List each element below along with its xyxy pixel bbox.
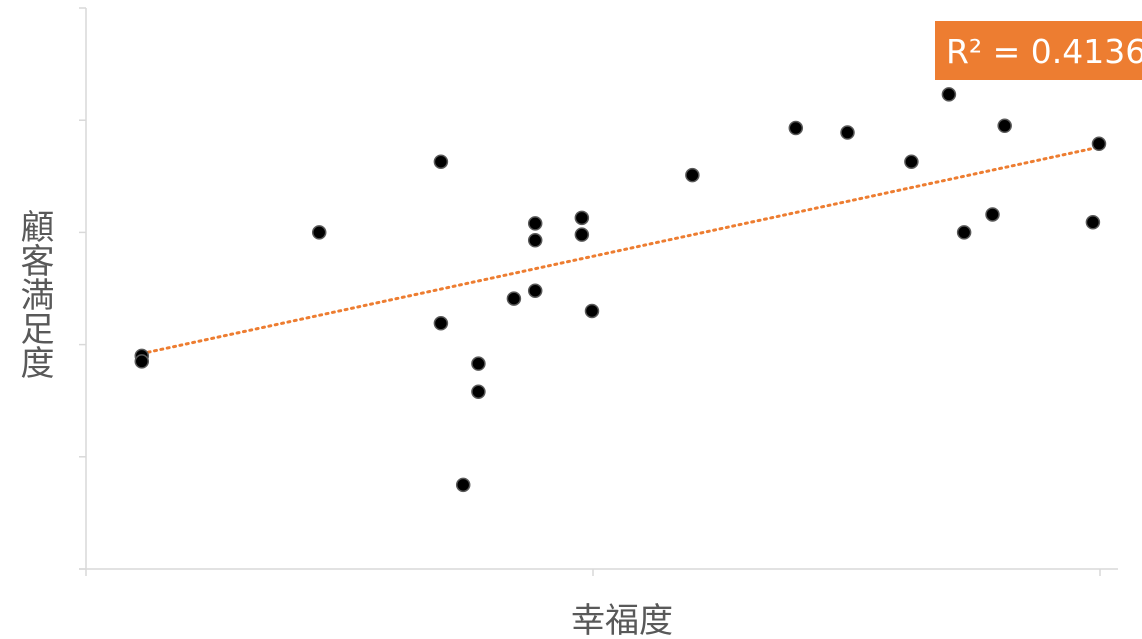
data-point [840, 125, 855, 140]
data-point [584, 303, 600, 319]
data-point [788, 120, 804, 136]
data-point [997, 118, 1012, 134]
data-point [471, 384, 486, 399]
y-axis-ticks [79, 7, 86, 570]
data-point [574, 210, 590, 226]
data-point [455, 477, 471, 493]
data-point [527, 233, 543, 248]
data-point [685, 167, 700, 183]
data-point [527, 216, 543, 231]
data-point [134, 354, 150, 369]
r-squared-background [935, 21, 1142, 80]
x-axis-title: 幸福度 [571, 601, 673, 639]
data-point [985, 207, 1000, 222]
r-squared-label: R² = 0.4136 [946, 32, 1142, 71]
data-point [1085, 215, 1101, 230]
data-point [956, 225, 972, 240]
plot-area [79, 7, 1118, 576]
data-point [527, 283, 543, 298]
data-point [471, 356, 486, 371]
data-point [506, 291, 522, 306]
data-point [433, 316, 449, 331]
data-point [941, 87, 957, 102]
data-point [311, 225, 327, 240]
data-point [904, 154, 919, 169]
data-point [1091, 136, 1107, 152]
x-axis-ticks [85, 569, 1101, 576]
data-point [574, 227, 590, 242]
r-squared-box: R² = 0.4136 [935, 21, 1142, 80]
data-points [134, 87, 1107, 493]
y-axis-title: 顧客満足度 [14, 209, 54, 379]
data-point [433, 154, 449, 169]
trendline [140, 145, 1101, 356]
